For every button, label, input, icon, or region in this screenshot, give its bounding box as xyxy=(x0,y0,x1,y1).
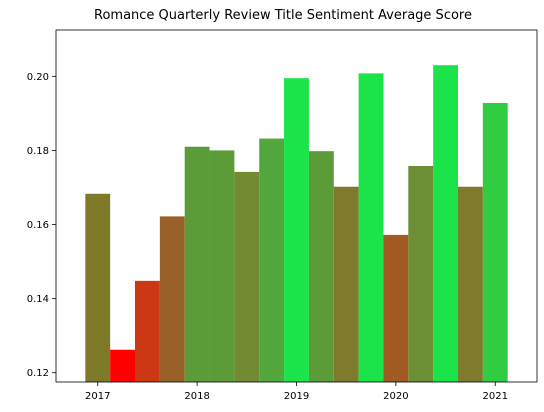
y-tick-label-2: 0.16 xyxy=(27,220,49,231)
bar-3 xyxy=(159,216,185,382)
y-tick-label-4: 0.20 xyxy=(27,72,49,83)
x-axis: 2017 2018 2019 2020 2021 xyxy=(85,382,508,402)
bars-group xyxy=(85,65,508,383)
chart-title: Romance Quarterly Review Title Sentiment… xyxy=(94,8,472,23)
bar-5 xyxy=(209,150,235,382)
bar-6 xyxy=(234,171,260,382)
x-tick-label-1: 2018 xyxy=(184,391,209,402)
bar-12 xyxy=(383,234,409,382)
bar-15 xyxy=(457,186,483,382)
y-tick-label-1: 0.14 xyxy=(27,294,49,305)
y-tick-label-3: 0.18 xyxy=(27,146,49,157)
y-axis: 0.12 0.14 0.16 0.18 0.20 xyxy=(27,72,56,379)
x-tick-label-3: 2020 xyxy=(383,391,408,402)
bar-1 xyxy=(110,349,136,382)
x-tick-label-0: 2017 xyxy=(85,391,110,402)
x-tick-label-2: 2019 xyxy=(284,391,309,402)
x-tick-label-4: 2021 xyxy=(483,391,508,402)
bar-13 xyxy=(408,165,434,382)
y-tick-label-0: 0.12 xyxy=(27,368,49,379)
bar-11 xyxy=(358,73,384,383)
bar-4 xyxy=(184,146,210,382)
bar-8 xyxy=(284,78,309,382)
bar-0 xyxy=(85,193,111,382)
bar-16 xyxy=(482,102,508,382)
bar-10 xyxy=(333,186,359,382)
bar-2 xyxy=(135,280,160,382)
bar-9 xyxy=(308,151,334,382)
bar-14 xyxy=(433,65,458,382)
bar-7 xyxy=(259,138,285,382)
